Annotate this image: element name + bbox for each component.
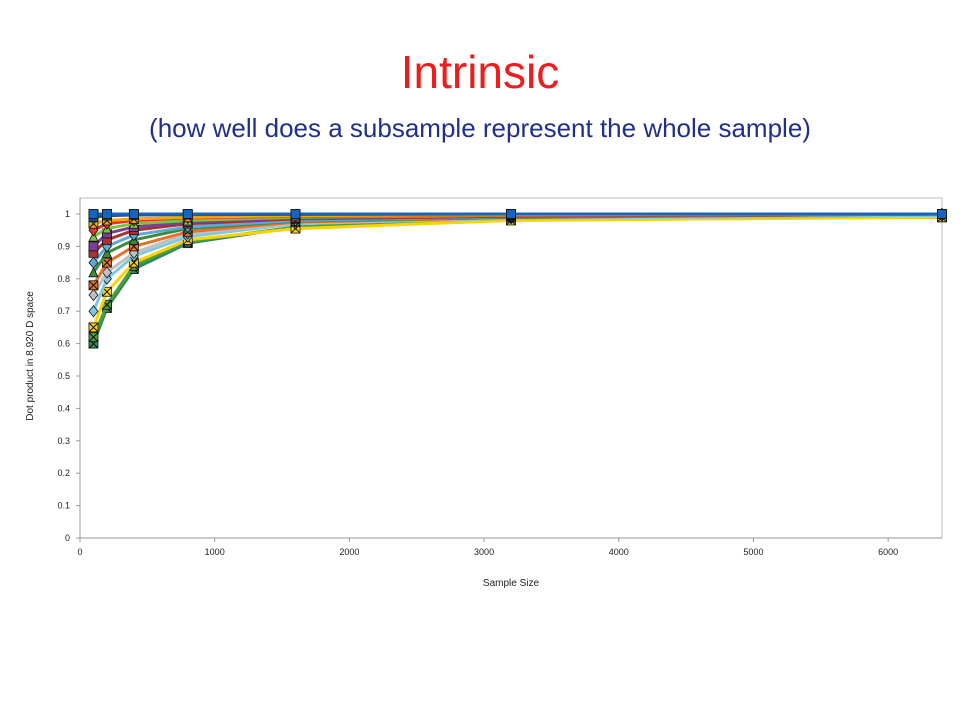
data-point (88, 280, 99, 291)
data-point (88, 288, 99, 302)
x-tick-label: 4000 (609, 547, 629, 557)
x-tick-label: 2000 (339, 547, 359, 557)
x-tick-label: 1000 (205, 547, 225, 557)
x-tick-label: 5000 (743, 547, 763, 557)
x-tick-label: 0 (77, 547, 82, 557)
data-point (128, 209, 139, 219)
x-tick-label: 6000 (878, 547, 898, 557)
data-point (88, 322, 99, 333)
data-point (88, 231, 99, 242)
y-tick-label: 0.7 (57, 306, 70, 316)
x-tick-label: 3000 (474, 547, 494, 557)
y-tick-label: 1 (65, 209, 70, 219)
y-tick-label: 0.6 (57, 339, 70, 349)
data-point (506, 209, 516, 219)
y-tick-label: 0.4 (57, 403, 70, 413)
data-point (88, 256, 99, 269)
y-tick-label: 0 (65, 533, 70, 543)
data-point (88, 241, 99, 252)
y-tick-label: 0.2 (57, 468, 70, 478)
y-tick-label: 0.5 (57, 371, 70, 381)
data-point (88, 332, 99, 343)
data-point (101, 247, 113, 258)
data-point (88, 266, 99, 278)
y-tick-label: 0.3 (57, 436, 70, 446)
y-axis-label: Dot product in 8,920 D space (25, 291, 36, 421)
y-tick-label: 0.8 (57, 274, 70, 284)
page-title: Intrinsic (400, 46, 560, 98)
data-point (88, 305, 99, 318)
data-point (290, 209, 301, 219)
y-tick-label: 0.1 (57, 501, 70, 511)
data-point (937, 209, 947, 219)
x-axis-label: Sample Size (483, 578, 540, 589)
y-tick-label: 0.9 (57, 241, 70, 251)
page-subtitle: (how well does a subsample represent the… (149, 113, 811, 143)
series-15 (88, 209, 947, 219)
data-point (102, 209, 112, 219)
data-point (88, 209, 99, 219)
plot-area (79, 197, 943, 539)
data-point (182, 209, 193, 219)
